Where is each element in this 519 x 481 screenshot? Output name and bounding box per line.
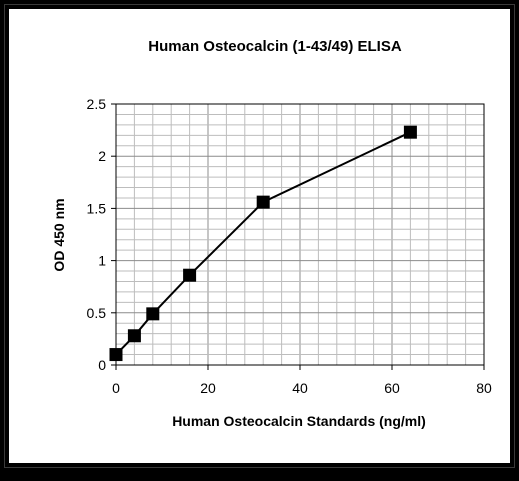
x-axis-ticks: 0 20 40 60 80 [112, 365, 492, 396]
data-point-marker [127, 329, 141, 343]
y-tick-label: 0 [98, 357, 106, 373]
data-point-marker [146, 307, 160, 321]
y-axis-label: OD 450 nm [51, 198, 67, 271]
data-markers [109, 125, 417, 362]
y-tick-label: 1 [98, 253, 106, 269]
y-tick-label: 0.5 [87, 305, 107, 321]
y-tick-label: 2 [98, 148, 106, 164]
chart-title: Human Osteocalcin (1-43/49) ELISA [148, 38, 402, 55]
x-axis-label: Human Osteocalcin Standards (ng/ml) [172, 413, 426, 429]
data-point-marker [256, 195, 270, 209]
x-tick-label: 0 [112, 380, 120, 396]
x-tick-label: 80 [476, 380, 492, 396]
chart-svg: Human Osteocalcin (1-43/49) ELISA 0 20 40 6… [51, 38, 492, 429]
data-point-marker [403, 125, 417, 139]
grid-lines [116, 104, 484, 365]
y-axis-ticks: 0 0.5 1 1.5 2 2.5 [87, 96, 116, 373]
y-tick-label: 1.5 [87, 200, 107, 216]
x-tick-label: 20 [200, 380, 216, 396]
data-point-marker [183, 268, 197, 282]
data-point-marker [109, 348, 123, 362]
x-tick-label: 40 [292, 380, 308, 396]
y-tick-label: 2.5 [87, 96, 107, 112]
x-tick-label: 60 [384, 380, 400, 396]
